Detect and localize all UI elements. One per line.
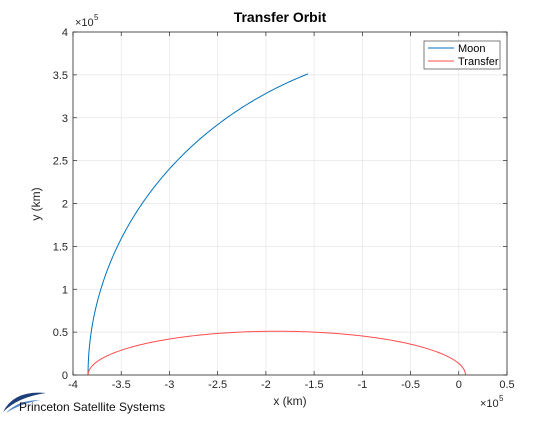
- y-tick-label: 1.5: [53, 241, 68, 253]
- x-tick-label: 0.5: [499, 379, 514, 391]
- y-axis-label: y (km): [29, 187, 43, 220]
- legend-box: [423, 40, 501, 70]
- y-tick-label: 4: [62, 27, 68, 39]
- y-tick-label: 0: [62, 370, 68, 382]
- x-tick-label: 0: [456, 379, 462, 391]
- x-tick-label: -1: [357, 379, 367, 391]
- x-exponent-power: 5: [499, 394, 504, 403]
- series-line-moon: [87, 73, 309, 375]
- y-exponent-power: 5: [94, 13, 99, 22]
- y-tick-label: 3.5: [53, 70, 68, 82]
- y-tick-label: 2: [62, 199, 68, 211]
- y-tick-label: 2.5: [53, 156, 68, 168]
- y-exponent: ×10 5: [75, 13, 99, 29]
- x-tick-label: -3.5: [112, 379, 131, 391]
- ticks: -4 -3.5 -3 -2.5 -2 -1.5 -1 -0.5 0 0.5 0 0.5 1 1.5 2 2.5…: [53, 27, 515, 391]
- chart-title: Transfer Orbit: [234, 9, 327, 25]
- grid: [73, 32, 507, 375]
- series-line-transfer: [87, 330, 466, 376]
- swoosh-logo-icon: [3, 392, 46, 413]
- company-logo: Princeton Satellite Systems: [3, 392, 165, 414]
- x-axis-label: x (km): [273, 394, 306, 408]
- logo-text: Princeton Satellite Systems: [19, 400, 165, 414]
- series-layer: [87, 73, 466, 376]
- x-tick-label: -2: [261, 379, 271, 391]
- x-tick-label: -1.5: [305, 379, 324, 391]
- legend: Moon Transfer: [423, 40, 501, 70]
- x-tick-label: -0.5: [401, 379, 420, 391]
- x-tick-label: -4: [68, 379, 78, 391]
- legend-label-moon: Moon: [458, 43, 486, 55]
- x-exponent: ×10 5: [480, 394, 504, 410]
- x-exponent-base: ×10: [480, 398, 499, 410]
- y-tick-label: 1: [62, 284, 68, 296]
- y-exponent-base: ×10: [75, 17, 94, 29]
- x-tick-label: -3: [165, 379, 175, 391]
- x-tick-label: -2.5: [208, 379, 227, 391]
- y-tick-label: 3: [62, 113, 68, 125]
- y-tick-label: 0.5: [53, 327, 68, 339]
- legend-label-transfer: Transfer: [458, 56, 499, 68]
